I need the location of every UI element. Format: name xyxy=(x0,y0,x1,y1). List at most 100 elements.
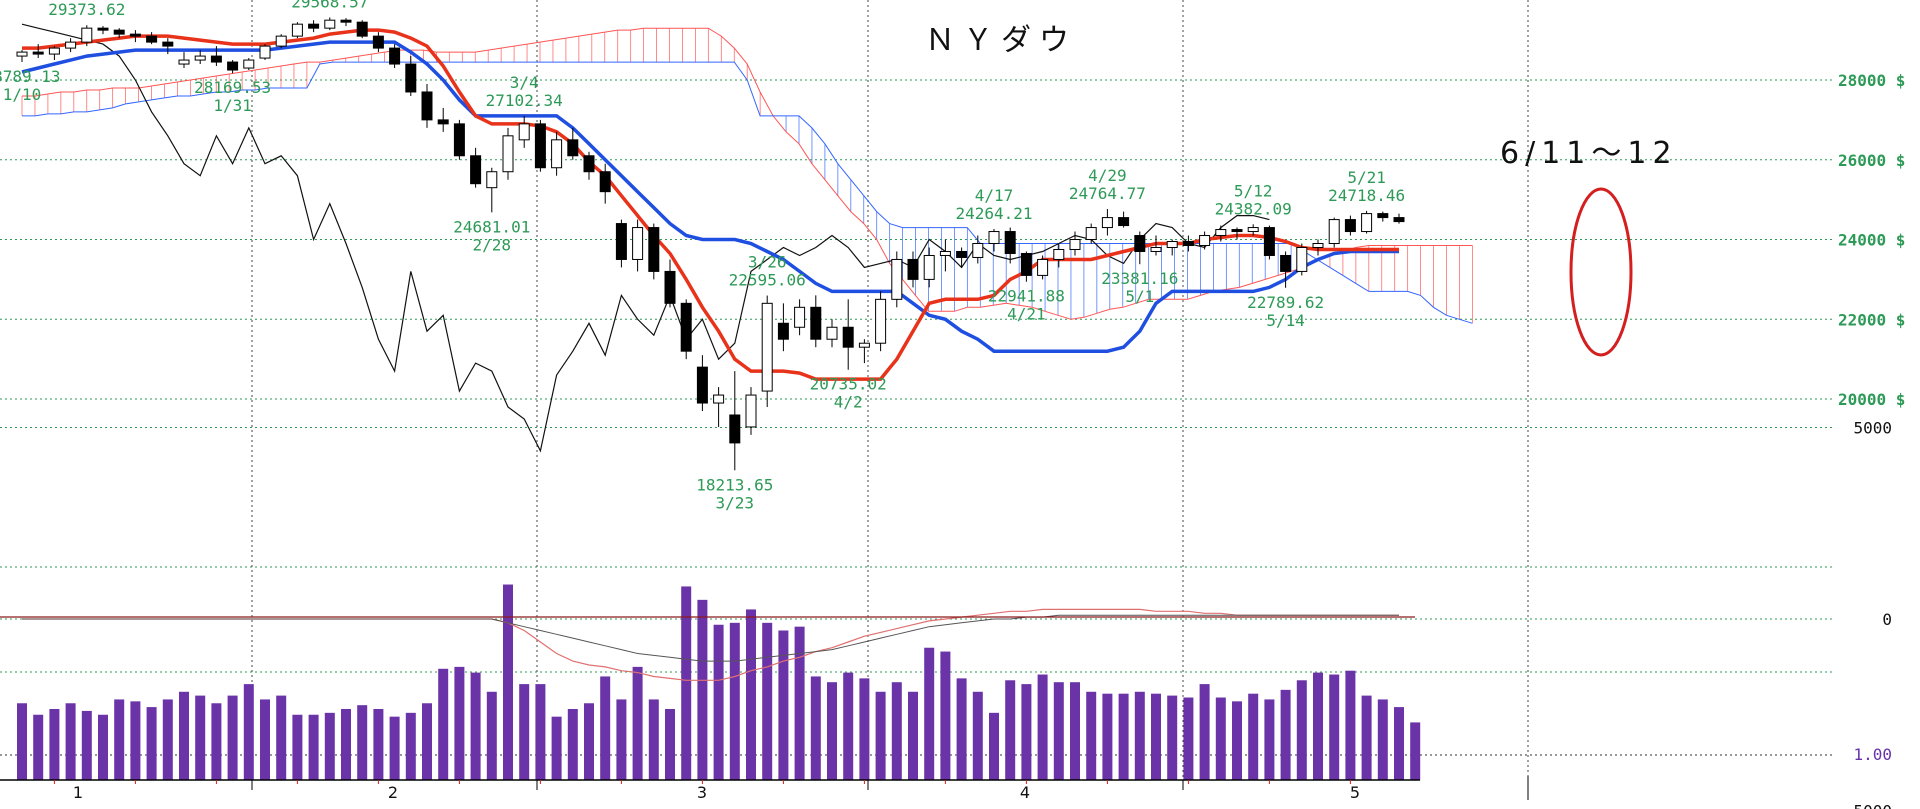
volume-bar xyxy=(1215,697,1226,780)
candle xyxy=(389,44,401,69)
volume-bar xyxy=(1329,674,1340,780)
callout-date: 4/2 xyxy=(834,393,863,412)
volume-bar xyxy=(324,712,335,780)
volume-bar xyxy=(972,691,983,780)
volume-bar xyxy=(373,709,384,780)
candle-body xyxy=(810,306,822,340)
volume-bar xyxy=(1021,684,1032,780)
volume-bar xyxy=(551,716,562,780)
volume-bar xyxy=(503,584,513,780)
candle-body xyxy=(421,91,433,121)
candle-body xyxy=(65,41,77,49)
chart-title: ＮＹダウ xyxy=(925,23,1077,58)
volume-bar xyxy=(794,626,805,780)
volume-bar xyxy=(486,691,497,780)
callout-date: 4/21 xyxy=(1007,305,1046,324)
candle xyxy=(1361,210,1373,234)
volume-bar xyxy=(1248,693,1259,780)
candle xyxy=(1037,255,1049,280)
volume-bar xyxy=(778,630,789,780)
volume-bar xyxy=(729,622,740,780)
volume-bar xyxy=(1102,693,1113,780)
callout-date: 2/28 xyxy=(473,235,512,254)
candle xyxy=(988,228,1000,252)
volume-bar xyxy=(243,684,254,780)
candle xyxy=(599,163,611,204)
candle-body xyxy=(956,250,968,258)
candle xyxy=(632,219,644,272)
candle xyxy=(1377,211,1389,222)
candle-body xyxy=(1118,217,1130,227)
candle-body xyxy=(486,171,498,189)
candle xyxy=(194,50,206,65)
callout-price: 23381.16 xyxy=(1101,269,1178,288)
volume-bar xyxy=(1280,689,1291,780)
volume-bar xyxy=(1296,680,1307,780)
grid-layer xyxy=(0,0,1832,780)
candle-body xyxy=(1166,241,1178,248)
callout-price: 24382.09 xyxy=(1215,199,1292,218)
candle-body xyxy=(243,59,255,69)
candle xyxy=(97,26,109,35)
volume-bar xyxy=(81,710,92,780)
candle-body xyxy=(1004,231,1016,254)
candle-body xyxy=(972,243,984,258)
candle-body xyxy=(1199,235,1211,247)
candle xyxy=(502,127,514,180)
volume-bar xyxy=(438,668,449,780)
volume-bar xyxy=(1037,674,1048,780)
candle xyxy=(1150,235,1162,256)
candle xyxy=(356,20,368,39)
candle-body xyxy=(761,302,773,392)
volume-bar xyxy=(859,678,870,780)
candle xyxy=(551,131,563,176)
candle xyxy=(858,339,870,364)
callout-price: 22941.88 xyxy=(988,287,1065,306)
candle-body xyxy=(32,51,44,55)
candle xyxy=(1004,227,1016,264)
candle-body xyxy=(632,227,644,260)
candle xyxy=(372,32,384,53)
candle xyxy=(534,119,546,172)
candle xyxy=(729,371,741,471)
candle-body xyxy=(1231,229,1243,233)
candlesticks xyxy=(16,17,1405,471)
volume-bar xyxy=(746,609,756,780)
volume-bar xyxy=(308,714,319,780)
volume-panel xyxy=(0,584,1421,780)
candle xyxy=(48,46,60,61)
candle-body xyxy=(194,55,206,61)
candle-body xyxy=(1069,239,1081,250)
candle-body xyxy=(356,21,368,37)
candle xyxy=(227,60,239,74)
candle xyxy=(16,50,28,63)
candle xyxy=(275,34,287,49)
volume-bar xyxy=(956,678,967,780)
candle xyxy=(1312,239,1324,256)
candle xyxy=(81,25,93,47)
price-tick-label: 26000 $ xyxy=(1838,151,1905,170)
price-tick-label: 20000 $ xyxy=(1838,390,1905,409)
candle-body xyxy=(858,342,870,348)
volume-bar xyxy=(130,701,141,780)
callout-date: 1/17 xyxy=(68,0,107,1)
candle-body xyxy=(696,366,708,404)
candle-body xyxy=(875,298,887,344)
candle-body xyxy=(729,414,741,444)
volume-bar xyxy=(1151,693,1161,780)
candle-body xyxy=(826,326,838,340)
candle-body xyxy=(1215,229,1227,237)
candle xyxy=(842,299,854,370)
volume-bar xyxy=(389,716,400,780)
volume-bar xyxy=(940,651,951,780)
candle xyxy=(210,46,222,67)
candle xyxy=(259,44,271,61)
volume-bar xyxy=(1345,670,1356,780)
candle-body xyxy=(113,29,125,35)
volume-bar xyxy=(875,691,886,780)
volume-bar xyxy=(357,705,368,780)
callout-price: 29568.57 xyxy=(291,0,368,11)
candle-body xyxy=(907,258,919,280)
candle-body xyxy=(551,139,563,169)
candle-body xyxy=(794,306,806,328)
